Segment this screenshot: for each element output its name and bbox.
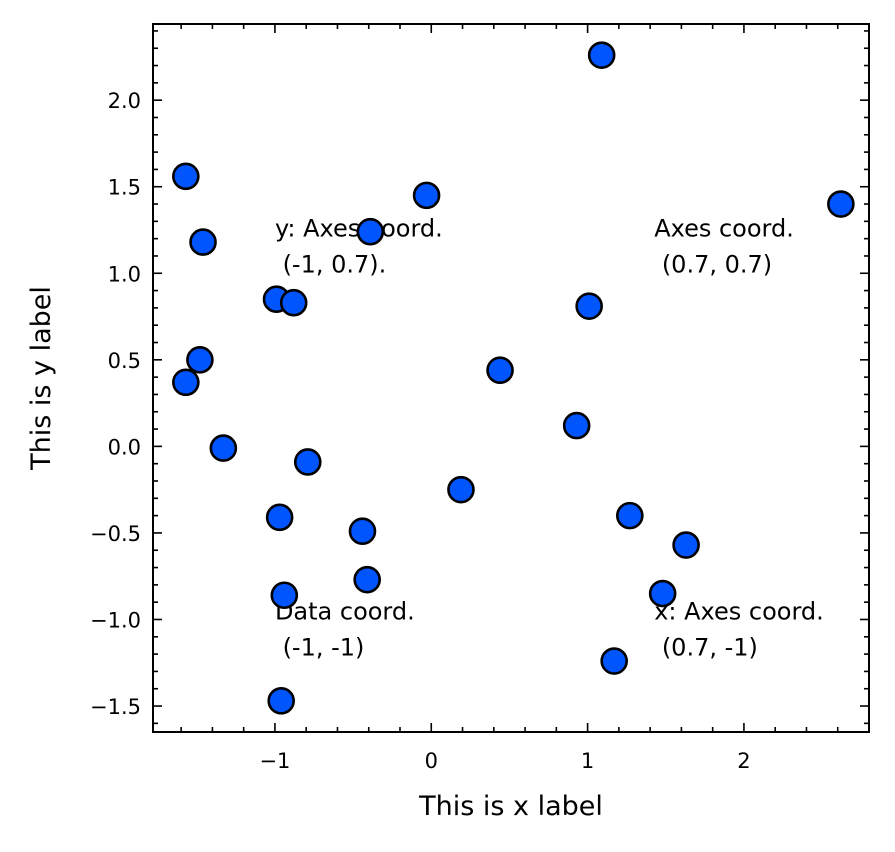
data-point bbox=[486, 356, 514, 385]
x-tick-label: −1 bbox=[259, 749, 290, 773]
plot-frame bbox=[152, 23, 870, 733]
annotation-3: Data coord. (-1, -1) bbox=[275, 597, 415, 661]
data-point bbox=[209, 434, 238, 462]
axis-ticks: −1 0 1 2 −1.5 −1.0 −0.5 0.0 0.5 1.0 1.5 2.0 bbox=[90, 24, 870, 773]
y-tick-label: −1.0 bbox=[90, 608, 141, 632]
data-point bbox=[600, 647, 628, 675]
y-tick-label: −1.5 bbox=[90, 695, 141, 719]
data-point bbox=[587, 41, 616, 69]
y-tick-label: 0.5 bbox=[108, 349, 141, 373]
data-point bbox=[648, 579, 677, 608]
data-point bbox=[353, 565, 381, 594]
x-axis-label: This is x label bbox=[418, 791, 603, 822]
annotation-line: (0.7, 0.7) bbox=[654, 250, 772, 278]
data-point bbox=[412, 181, 441, 210]
data-point bbox=[293, 448, 322, 476]
annotation-1: y: Axes coord. (-1, 0.7). bbox=[275, 214, 443, 278]
data-point bbox=[562, 411, 591, 440]
data-point bbox=[279, 288, 308, 317]
y-tick-label: 0.0 bbox=[108, 435, 141, 459]
annotations: y: Axes coord. (-1, 0.7). Axes coord. (0.… bbox=[275, 214, 824, 661]
y-tick-label: 1.0 bbox=[108, 262, 141, 286]
data-point bbox=[575, 292, 603, 320]
annotation-line: Axes coord. bbox=[654, 214, 794, 242]
annotation-line: (0.7, -1) bbox=[654, 633, 758, 661]
data-point bbox=[616, 501, 644, 530]
annotation-line: Data coord. bbox=[275, 597, 415, 625]
x-tick-label: 0 bbox=[425, 749, 438, 773]
y-tick-label: 2.0 bbox=[108, 89, 141, 113]
data-point bbox=[172, 162, 200, 191]
y-axis-label: This is y label bbox=[26, 286, 57, 471]
data-point bbox=[270, 581, 299, 610]
data-point bbox=[827, 190, 855, 218]
data-point bbox=[356, 217, 385, 246]
data-point bbox=[447, 475, 475, 504]
data-point bbox=[189, 228, 217, 256]
data-point bbox=[265, 503, 294, 532]
annotation-2: Axes coord. (0.7, 0.7) bbox=[654, 214, 794, 278]
annotation-line: (-1, -1) bbox=[275, 633, 364, 661]
annotation-4: x: Axes coord. (0.7, -1) bbox=[654, 597, 824, 661]
y-tick-label: −0.5 bbox=[90, 522, 141, 546]
data-point bbox=[172, 368, 200, 397]
x-tick-label: 2 bbox=[737, 749, 750, 773]
annotation-line: x: Axes coord. bbox=[654, 597, 824, 625]
data-points bbox=[172, 41, 855, 715]
data-point bbox=[672, 531, 700, 559]
data-point bbox=[267, 687, 295, 715]
data-point bbox=[186, 346, 214, 374]
data-point bbox=[348, 517, 377, 545]
annotation-line: (-1, 0.7). bbox=[275, 250, 386, 278]
x-tick-label: 1 bbox=[581, 749, 594, 773]
y-tick-label: 1.5 bbox=[108, 176, 141, 200]
plot-area bbox=[152, 23, 870, 733]
